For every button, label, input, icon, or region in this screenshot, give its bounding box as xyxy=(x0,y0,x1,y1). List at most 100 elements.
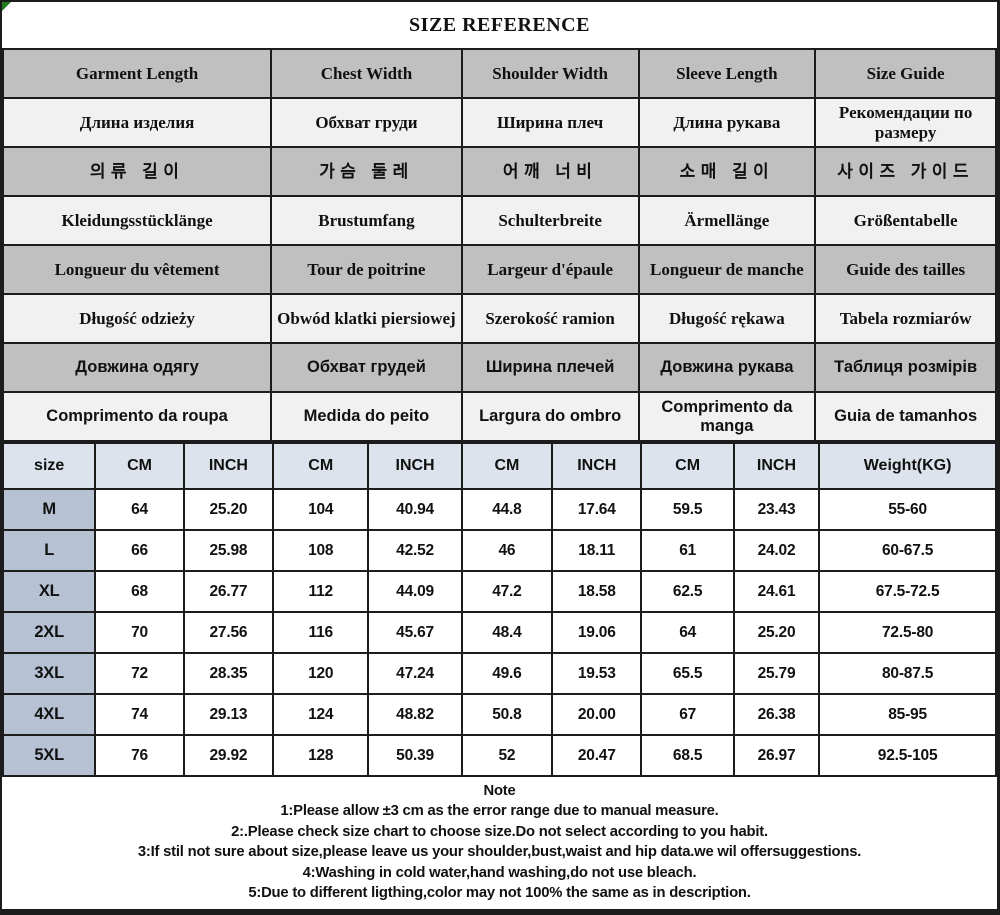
header-cell: Brustumfang xyxy=(270,195,463,246)
column-header-cm: CM xyxy=(272,442,370,490)
data-cell: 52 xyxy=(460,734,554,777)
header-cell: Tabela rozmiarów xyxy=(814,293,997,344)
header-row-russian: Длина изделия Обхват груди Ширина плеч Д… xyxy=(2,97,997,148)
spreadsheet-corner-marker-icon xyxy=(2,2,11,11)
data-cell: 108 xyxy=(272,529,370,572)
data-cell: 46 xyxy=(460,529,554,572)
table-row-size-2xl: 2XL 70 27.56 116 45.67 48.4 19.06 64 25.… xyxy=(2,611,997,654)
data-cell: 45.67 xyxy=(367,611,463,654)
header-cell: Длина изделия xyxy=(2,97,273,148)
data-cell: 116 xyxy=(272,611,370,654)
header-cell: Довжина одягу xyxy=(2,342,273,393)
data-cell: 49.6 xyxy=(460,652,554,695)
header-cell: 소매 길이 xyxy=(637,146,817,197)
data-cell: 50.8 xyxy=(460,693,554,736)
data-cell: 48.82 xyxy=(367,693,463,736)
header-cell: Długość rękawa xyxy=(637,293,817,344)
column-header-cm: CM xyxy=(460,442,554,490)
header-cell: Обхват груди xyxy=(270,97,463,148)
data-cell: 112 xyxy=(272,570,370,613)
size-measurements-table: size CM INCH CM INCH CM INCH CM INCH Wei… xyxy=(2,442,997,777)
table-row-size-5xl: 5XL 76 29.92 128 50.39 52 20.47 68.5 26.… xyxy=(2,734,997,777)
header-cell: Size Guide xyxy=(814,48,997,99)
data-cell: 120 xyxy=(272,652,370,695)
header-cell: Schulterbreite xyxy=(460,195,640,246)
data-cell: 26.77 xyxy=(182,570,275,613)
column-header-weight: Weight(KG) xyxy=(818,442,997,490)
header-cell: Chest Width xyxy=(270,48,463,99)
header-cell: Kleidungsstücklänge xyxy=(2,195,273,246)
header-row-german: Kleidungsstücklänge Brustumfang Schulter… xyxy=(2,195,997,246)
header-cell: Comprimento da roupa xyxy=(2,391,273,442)
data-cell: 44.09 xyxy=(367,570,463,613)
data-cell: 24.02 xyxy=(732,529,821,572)
header-cell: Longueur du vêtement xyxy=(2,244,273,295)
note-line: 3:If stil not sure about size,please lea… xyxy=(137,844,862,860)
data-cell: 80-87.5 xyxy=(818,652,997,695)
header-cell: Guia de tamanhos xyxy=(814,391,997,442)
data-cell: 62.5 xyxy=(640,570,735,613)
data-cell: 25.20 xyxy=(182,488,275,531)
data-cell: 24.61 xyxy=(732,570,821,613)
size-label-cell: L xyxy=(2,529,97,572)
data-cell: 124 xyxy=(272,693,370,736)
data-cell: 20.47 xyxy=(551,734,643,777)
data-cell: 29.92 xyxy=(182,734,275,777)
note-line: 4:Washing in cold water,hand washing,do … xyxy=(302,864,697,881)
header-cell: Shoulder Width xyxy=(460,48,640,99)
measurement-language-table: Garment Length Chest Width Shoulder Widt… xyxy=(2,48,997,442)
data-cell: 59.5 xyxy=(640,488,735,531)
data-cell: 85-95 xyxy=(818,693,997,736)
data-cell: 47.2 xyxy=(460,570,554,613)
data-cell: 70 xyxy=(94,611,185,654)
header-cell: Sleeve Length xyxy=(637,48,817,99)
data-cell: 64 xyxy=(640,611,735,654)
data-cell: 92.5-105 xyxy=(818,734,997,777)
header-cell: Largeur d'épaule xyxy=(460,244,640,295)
note-line: 5:Due to different ligthing,color may no… xyxy=(248,885,751,901)
table-row-size-m: M 64 25.20 104 40.94 44.8 17.64 59.5 23.… xyxy=(2,488,997,531)
data-cell: 27.56 xyxy=(182,611,275,654)
size-table-header-row: size CM INCH CM INCH CM INCH CM INCH Wei… xyxy=(2,442,997,490)
header-cell: Ärmellänge xyxy=(637,195,817,246)
header-cell: Довжина рукава xyxy=(637,342,817,393)
data-cell: 40.94 xyxy=(367,488,463,531)
header-cell: 가슴 둘레 xyxy=(270,146,463,197)
notes-title: Note xyxy=(483,782,516,799)
data-cell: 76 xyxy=(94,734,185,777)
column-header-cm: CM xyxy=(640,442,735,490)
data-cell: 19.53 xyxy=(551,652,643,695)
data-cell: 65.5 xyxy=(640,652,735,695)
data-cell: 18.11 xyxy=(551,529,643,572)
data-cell: 61 xyxy=(640,529,735,572)
header-cell: Ширина плечей xyxy=(460,342,640,393)
column-header-inch: INCH xyxy=(732,442,821,490)
data-cell: 67 xyxy=(640,693,735,736)
header-cell: Длина рукава xyxy=(637,97,817,148)
data-cell: 64 xyxy=(94,488,185,531)
size-label-cell: 2XL xyxy=(2,611,97,654)
data-cell: 28.35 xyxy=(182,652,275,695)
column-header-inch: INCH xyxy=(551,442,643,490)
data-cell: 26.97 xyxy=(732,734,821,777)
header-cell: Szerokość ramion xyxy=(460,293,640,344)
header-cell: Größentabelle xyxy=(814,195,997,246)
data-cell: 47.24 xyxy=(367,652,463,695)
header-row-korean: 의류 길이 가슴 둘레 어깨 너비 소매 길이 사이즈 가이드 xyxy=(2,146,997,197)
data-cell: 19.06 xyxy=(551,611,643,654)
data-cell: 20.00 xyxy=(551,693,643,736)
data-cell: 55-60 xyxy=(818,488,997,531)
data-cell: 23.43 xyxy=(732,488,821,531)
data-cell: 29.13 xyxy=(182,693,275,736)
header-cell: Tour de poitrine xyxy=(270,244,463,295)
data-cell: 25.20 xyxy=(732,611,821,654)
size-label-cell: 4XL xyxy=(2,693,97,736)
header-cell: 의류 길이 xyxy=(2,146,273,197)
size-label-cell: M xyxy=(2,488,97,531)
size-label-cell: 5XL xyxy=(2,734,97,777)
header-cell: Obwód klatki piersiowej xyxy=(270,293,463,344)
data-cell: 25.98 xyxy=(182,529,275,572)
header-cell: Largura do ombro xyxy=(460,391,640,442)
header-cell: 어깨 너비 xyxy=(460,146,640,197)
